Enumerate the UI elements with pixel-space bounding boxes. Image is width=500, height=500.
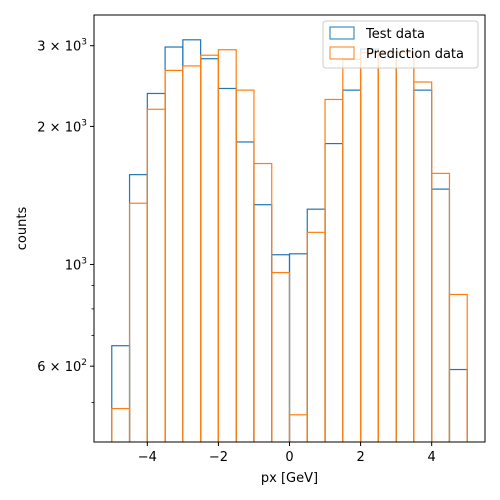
y-axis-label: counts: [15, 207, 30, 251]
histogram-bar: [448, 293, 468, 442]
y-tick-label: 2 × 103: [37, 118, 87, 135]
y-tick-label: 6 × 102: [37, 358, 87, 375]
x-tick-label: 4: [428, 450, 436, 465]
histogram-bar: [111, 407, 131, 442]
x-tick-label: 2: [356, 450, 364, 465]
legend-swatch-test-data: [329, 26, 355, 40]
legend-label-prediction-data: Prediction data: [366, 47, 464, 62]
y-tick-label: 3 × 103: [37, 38, 87, 55]
x-tick-label: 0: [285, 450, 293, 465]
legend: Test data Prediction data: [322, 20, 479, 69]
x-tick-label: −4: [138, 450, 157, 465]
x-axis-label: px [GeV]: [261, 471, 318, 486]
series-layer: [111, 39, 468, 442]
legend-frame: [322, 20, 479, 69]
legend-label-test-data: Test data: [365, 27, 425, 42]
x-axis: −4 −2 0 2 4: [138, 442, 436, 465]
histogram-bar: [271, 271, 291, 442]
legend-swatch-prediction-data: [329, 46, 355, 60]
histogram-bar: [288, 414, 308, 442]
x-tick-label: −2: [209, 450, 228, 465]
